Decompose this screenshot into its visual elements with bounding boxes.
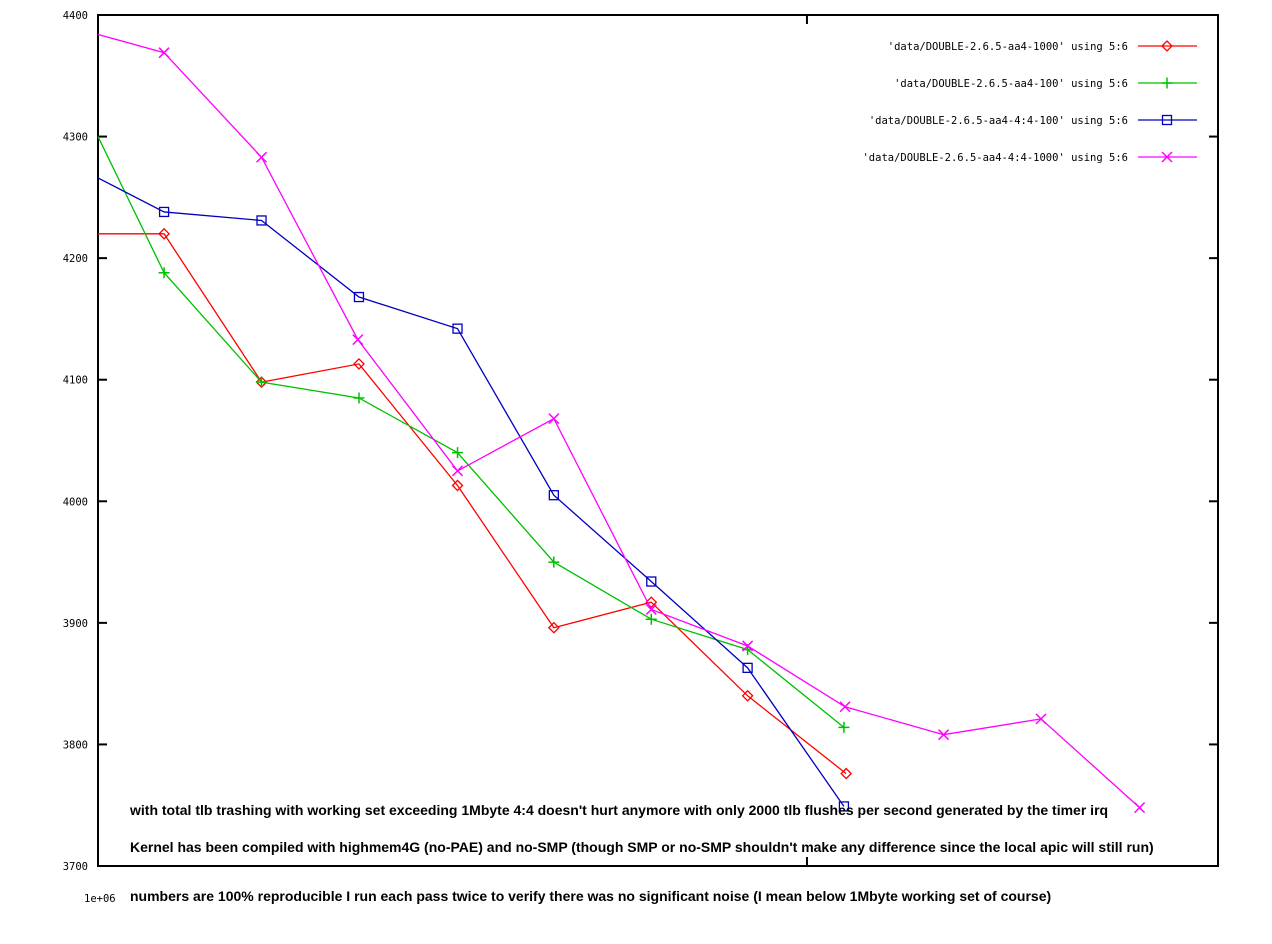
x-marker [158, 47, 170, 59]
series-line [97, 177, 845, 807]
legend-label: 'data/DOUBLE-2.6.5-aa4-4:4-1000' using 5… [862, 152, 1128, 164]
x-marker [451, 465, 464, 477]
plus-marker [256, 376, 268, 388]
legend-label: 'data/DOUBLE-2.6.5-aa4-4:4-100' using 5:… [869, 115, 1128, 127]
annotation-line-3: numbers are 100% reproducible I run each… [130, 888, 1052, 904]
x-marker [742, 640, 754, 652]
x-axis-origin-label: 1e+06 [84, 893, 116, 905]
square-marker [838, 801, 850, 812]
series-double-2-6-5-aa4-4-4-1000 [97, 33, 1146, 814]
x-marker [839, 701, 851, 713]
square-marker [548, 490, 559, 501]
y-tick-label: 4000 [63, 496, 88, 508]
diamond-marker [547, 621, 560, 634]
plot-border [97, 14, 1219, 867]
plus-marker [548, 556, 560, 568]
x-marker [1134, 802, 1146, 814]
series-double-2-6-5-aa4-100 [97, 136, 850, 733]
square-marker [158, 206, 170, 218]
square-marker [646, 576, 657, 587]
series-line [97, 136, 845, 728]
square-marker [742, 662, 753, 673]
y-tick-label: 4200 [63, 253, 88, 265]
annotation-line-2: Kernel has been compiled with highmem4G … [130, 839, 1154, 855]
y-tick-label: 3800 [63, 739, 88, 751]
plus-marker [353, 392, 365, 404]
square-marker [452, 323, 463, 334]
square-marker [1161, 114, 1173, 126]
plus-marker [838, 721, 850, 733]
annotation-line-1: with total tlb trashing with working set… [130, 802, 1109, 818]
series-line [98, 233, 847, 775]
diamond-marker [451, 479, 464, 492]
x-marker [1161, 151, 1173, 163]
series-double-2-6-5-aa4-1000 [98, 227, 853, 780]
legend-entry-double-2-6-5-aa4-1000: 'data/DOUBLE-2.6.5-aa4-1000' using 5:6 [888, 40, 1197, 53]
diamond-marker [741, 689, 754, 702]
x-marker [255, 151, 268, 163]
square-marker [353, 291, 365, 303]
y-tick-label: 4400 [63, 10, 88, 22]
y-tick-label: 3700 [63, 861, 88, 873]
x-marker [1035, 713, 1047, 725]
x-marker [645, 603, 657, 616]
plus-marker [158, 267, 170, 279]
legend-label: 'data/DOUBLE-2.6.5-aa4-100' using 5:6 [894, 78, 1128, 90]
diamond-marker [158, 227, 170, 240]
x-marker [938, 729, 950, 741]
plus-marker [1161, 77, 1173, 89]
series-double-2-6-5-aa4-4-4-100 [97, 177, 850, 812]
legend-entry-double-2-6-5-aa4-4-4-100: 'data/DOUBLE-2.6.5-aa4-4:4-100' using 5:… [869, 114, 1197, 127]
y-tick-label: 4300 [63, 132, 88, 144]
diamond-marker [353, 357, 365, 370]
x-marker [548, 413, 560, 425]
legend-entry-double-2-6-5-aa4-4-4-1000: 'data/DOUBLE-2.6.5-aa4-4:4-1000' using 5… [862, 151, 1197, 164]
series-line [97, 33, 1141, 809]
y-tick-label: 4100 [63, 375, 88, 387]
diamond-marker [840, 767, 853, 780]
diamond-marker [1161, 40, 1173, 52]
legend-entry-double-2-6-5-aa4-100: 'data/DOUBLE-2.6.5-aa4-100' using 5:6 [894, 77, 1197, 90]
y-tick-label: 3900 [63, 618, 88, 630]
x-marker [352, 334, 364, 346]
square-marker [256, 215, 267, 226]
plus-marker [645, 613, 657, 625]
plus-marker [452, 447, 464, 459]
legend-label: 'data/DOUBLE-2.6.5-aa4-1000' using 5:6 [888, 41, 1128, 53]
